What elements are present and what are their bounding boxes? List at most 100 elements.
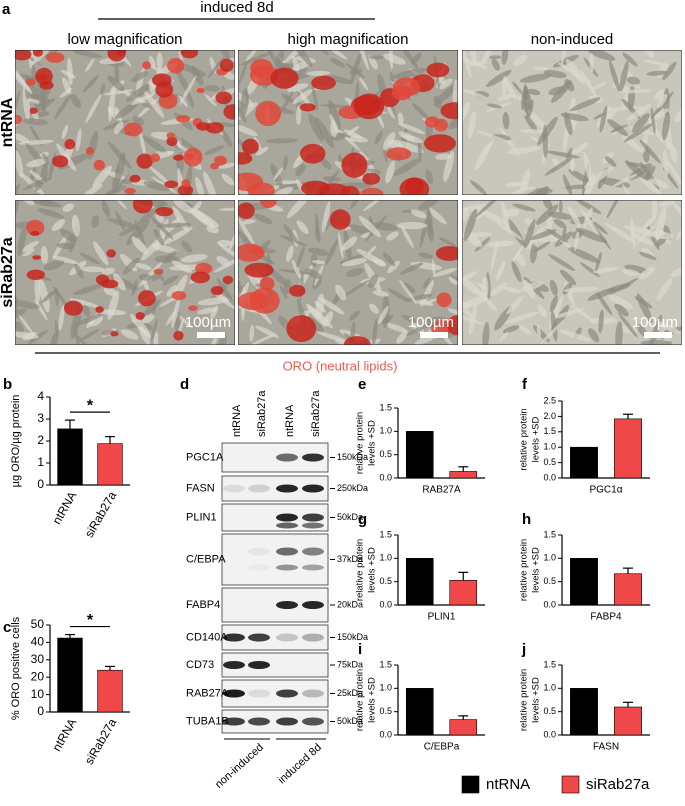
cell	[542, 200, 553, 210]
cell	[495, 261, 506, 281]
cell	[575, 227, 608, 243]
cell	[339, 252, 369, 264]
cell	[15, 321, 25, 335]
y-tick-label: 0.0	[543, 599, 556, 609]
cell	[103, 89, 134, 96]
cell	[120, 329, 139, 340]
protein-label: PLIN1	[186, 511, 217, 523]
lipid	[392, 77, 420, 97]
cell	[15, 149, 24, 179]
cell	[37, 208, 65, 219]
cell	[216, 277, 235, 306]
cell	[548, 254, 576, 272]
y-tick-label: 1.5	[379, 659, 392, 669]
cell	[401, 134, 423, 144]
cell	[169, 132, 200, 153]
blot-band	[302, 522, 324, 529]
blot-band	[276, 522, 298, 529]
cell	[166, 285, 178, 297]
cell	[523, 219, 536, 249]
cell	[512, 81, 523, 94]
y-axis-label: relative protein	[519, 408, 530, 470]
cell	[623, 225, 659, 237]
size-label: 75kDa	[337, 659, 363, 669]
cell	[314, 226, 321, 243]
cell	[397, 112, 404, 125]
cell	[560, 112, 589, 122]
cell	[79, 253, 100, 264]
cell	[567, 205, 581, 228]
cell	[82, 74, 99, 93]
cell	[544, 157, 573, 176]
cell	[241, 219, 256, 225]
lipid	[180, 50, 199, 59]
cell	[69, 298, 100, 308]
cell	[153, 228, 165, 246]
cell	[559, 269, 577, 286]
blot-band	[248, 547, 270, 556]
cell	[308, 305, 333, 329]
cell	[287, 200, 311, 219]
y-axis-label: µg ORO/µg protein	[10, 395, 22, 488]
y-tick-label: 1.0	[543, 553, 556, 563]
cell	[15, 67, 33, 95]
cell	[418, 200, 440, 211]
lipid	[440, 102, 458, 120]
lipid	[238, 152, 253, 165]
y-tick-label: 0	[37, 704, 44, 718]
cell	[308, 247, 329, 256]
y-tick-label: 2.0	[543, 411, 556, 421]
cell	[32, 50, 57, 64]
cell	[462, 88, 488, 99]
cell	[101, 267, 115, 275]
legend-swatch	[561, 775, 580, 794]
cell	[650, 107, 656, 135]
cell	[204, 85, 221, 92]
lipid	[32, 255, 42, 260]
y-tick-label: 20	[31, 669, 45, 683]
cell	[22, 118, 49, 126]
scale-bar	[644, 332, 672, 338]
lipid	[299, 143, 326, 164]
cell	[588, 328, 600, 343]
cell	[51, 219, 66, 232]
lipid	[259, 200, 277, 208]
lane-label: siRab27a	[310, 390, 322, 437]
cell	[524, 115, 538, 133]
protein-label: TUBA1B	[186, 715, 229, 727]
lane-label: ntRNA	[284, 404, 296, 437]
blot-band	[302, 547, 324, 556]
cell	[254, 213, 273, 225]
cell	[292, 56, 300, 72]
lipid	[176, 115, 191, 123]
cell	[569, 97, 601, 112]
cell	[255, 325, 279, 338]
cell	[166, 309, 177, 326]
cell	[607, 119, 628, 137]
cell	[76, 128, 82, 152]
cell	[85, 94, 102, 124]
y-tick-label: 1.5	[543, 529, 556, 539]
cell	[503, 286, 522, 294]
cell	[385, 160, 396, 184]
cell	[218, 243, 235, 260]
lipid	[210, 285, 224, 296]
cell	[203, 93, 217, 107]
blot-band	[248, 717, 270, 726]
cell	[327, 50, 348, 60]
cell	[238, 216, 255, 246]
cell	[423, 298, 438, 305]
cell	[91, 215, 100, 228]
cell	[308, 113, 324, 142]
cell	[669, 144, 678, 163]
cell	[553, 219, 566, 229]
cell	[66, 57, 73, 86]
x-tick-label: ntRNA	[50, 489, 80, 527]
cell	[295, 163, 306, 177]
cell	[81, 266, 105, 273]
size-label: 50kDa	[337, 512, 363, 522]
y-tick-label: 1.0	[379, 553, 392, 563]
lipid	[353, 93, 385, 120]
cell	[489, 55, 502, 60]
lipid	[129, 174, 141, 183]
